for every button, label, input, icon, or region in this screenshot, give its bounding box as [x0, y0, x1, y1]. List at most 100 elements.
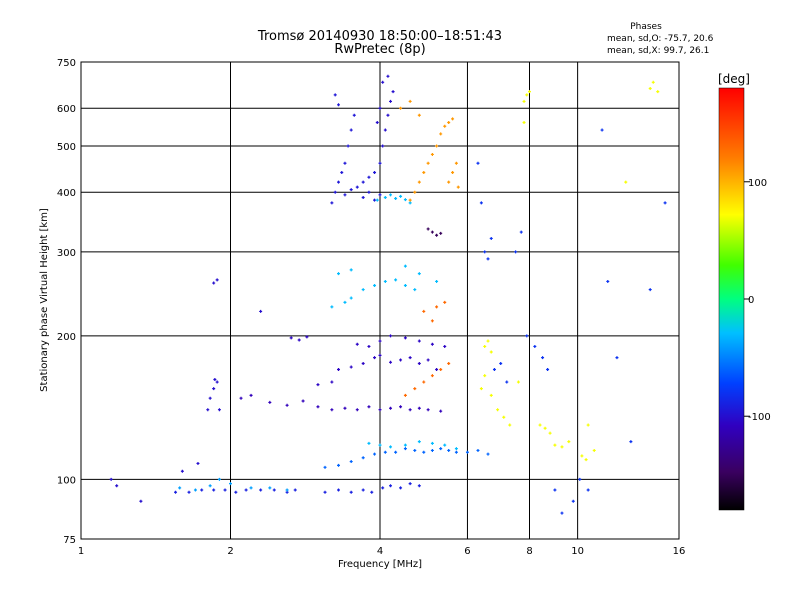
echo-point: [373, 283, 377, 287]
echo-point: [375, 121, 379, 125]
y-tick-label: 75: [63, 535, 76, 546]
echo-point: [408, 99, 412, 103]
echo-point: [439, 447, 443, 451]
echo-point: [193, 488, 197, 492]
echo-point: [383, 128, 387, 132]
echo-point: [378, 339, 382, 343]
echo-point: [548, 431, 552, 435]
echo-point: [430, 319, 434, 323]
echo-point: [301, 399, 305, 403]
echo-point: [212, 387, 216, 391]
echo-point: [430, 441, 434, 445]
echo-point: [391, 90, 395, 94]
echo-point: [399, 194, 403, 198]
echo-point: [206, 408, 210, 412]
colorbar-tick-label: 100: [748, 178, 767, 189]
echo-point: [378, 408, 382, 412]
echo-point: [435, 305, 439, 309]
echo-point: [373, 198, 377, 202]
echo-point: [361, 488, 365, 492]
echo-point: [399, 358, 403, 362]
echo-point: [408, 198, 412, 202]
echo-point: [648, 86, 652, 90]
echo-point: [600, 128, 604, 132]
echo-point: [505, 380, 509, 384]
echo-point: [451, 117, 455, 121]
echo-point: [413, 190, 417, 194]
echo-point: [586, 423, 590, 427]
echo-point: [499, 361, 503, 365]
echo-point: [399, 106, 403, 110]
y-tick-label: 200: [57, 332, 76, 343]
echo-point: [383, 195, 387, 199]
echo-point: [663, 201, 667, 205]
echo-point: [502, 415, 506, 419]
echo-point: [417, 113, 421, 117]
chart-subtitle: RwPretec (8p): [334, 42, 425, 57]
echo-point: [370, 490, 374, 494]
echo-point: [394, 278, 398, 282]
echo-point: [200, 488, 204, 492]
echo-point: [367, 344, 371, 348]
echo-point: [560, 511, 564, 515]
echo-point: [403, 443, 407, 447]
echo-point: [381, 80, 385, 84]
echo-point: [560, 445, 564, 449]
echo-point: [413, 387, 417, 391]
echo-point: [624, 180, 628, 184]
echo-point: [580, 454, 584, 458]
echo-point: [454, 161, 458, 165]
echo-point: [422, 309, 426, 313]
y-axis-label: Stationary phase Virtual Height [km]: [39, 208, 50, 392]
echo-point: [422, 450, 426, 454]
echo-point: [389, 360, 393, 364]
echo-point: [417, 361, 421, 365]
chart-title: Tromsø 20140930 18:50:00–18:51:43: [257, 29, 502, 44]
echo-point: [215, 278, 219, 282]
echo-point: [212, 281, 216, 285]
plot-frame: [80, 61, 680, 540]
x-tick-label: 2: [227, 546, 233, 557]
echo-point: [337, 488, 341, 492]
echo-point: [259, 488, 263, 492]
echo-point: [381, 486, 385, 490]
echo-point: [349, 188, 353, 192]
echo-point: [259, 309, 263, 313]
echo-point: [272, 488, 276, 492]
echo-point: [408, 482, 412, 486]
echo-point: [435, 367, 439, 371]
echo-point: [430, 152, 434, 156]
echo-point: [394, 197, 398, 201]
echo-point: [355, 408, 359, 412]
echo-point: [426, 161, 430, 165]
echo-point: [519, 230, 523, 234]
echo-point: [408, 408, 412, 412]
echo-point: [426, 358, 430, 362]
echo-point: [489, 393, 493, 397]
colorbar: [718, 87, 745, 511]
echo-point: [337, 180, 341, 184]
colorbar-tick-label: -100: [748, 412, 771, 423]
echo-point: [435, 279, 439, 283]
echo-point: [349, 365, 353, 369]
echo-point: [403, 283, 407, 287]
echo-point: [330, 380, 334, 384]
echo-point: [285, 403, 289, 407]
echo-point: [403, 447, 407, 451]
echo-point: [483, 374, 487, 378]
y-tick-labels: 75 100 200 300 400 500 600 750: [57, 58, 76, 546]
echo-point: [389, 193, 393, 197]
echo-point: [408, 201, 412, 205]
echo-point: [389, 99, 393, 103]
echo-point: [268, 486, 272, 490]
echo-point: [333, 190, 337, 194]
echo-point: [217, 408, 221, 412]
echo-point: [373, 452, 377, 456]
echo-point: [394, 450, 398, 454]
echo-point: [239, 396, 243, 400]
echo-point: [180, 469, 184, 473]
echo-point: [447, 180, 451, 184]
echo-point: [543, 426, 547, 430]
echo-point: [346, 144, 350, 148]
